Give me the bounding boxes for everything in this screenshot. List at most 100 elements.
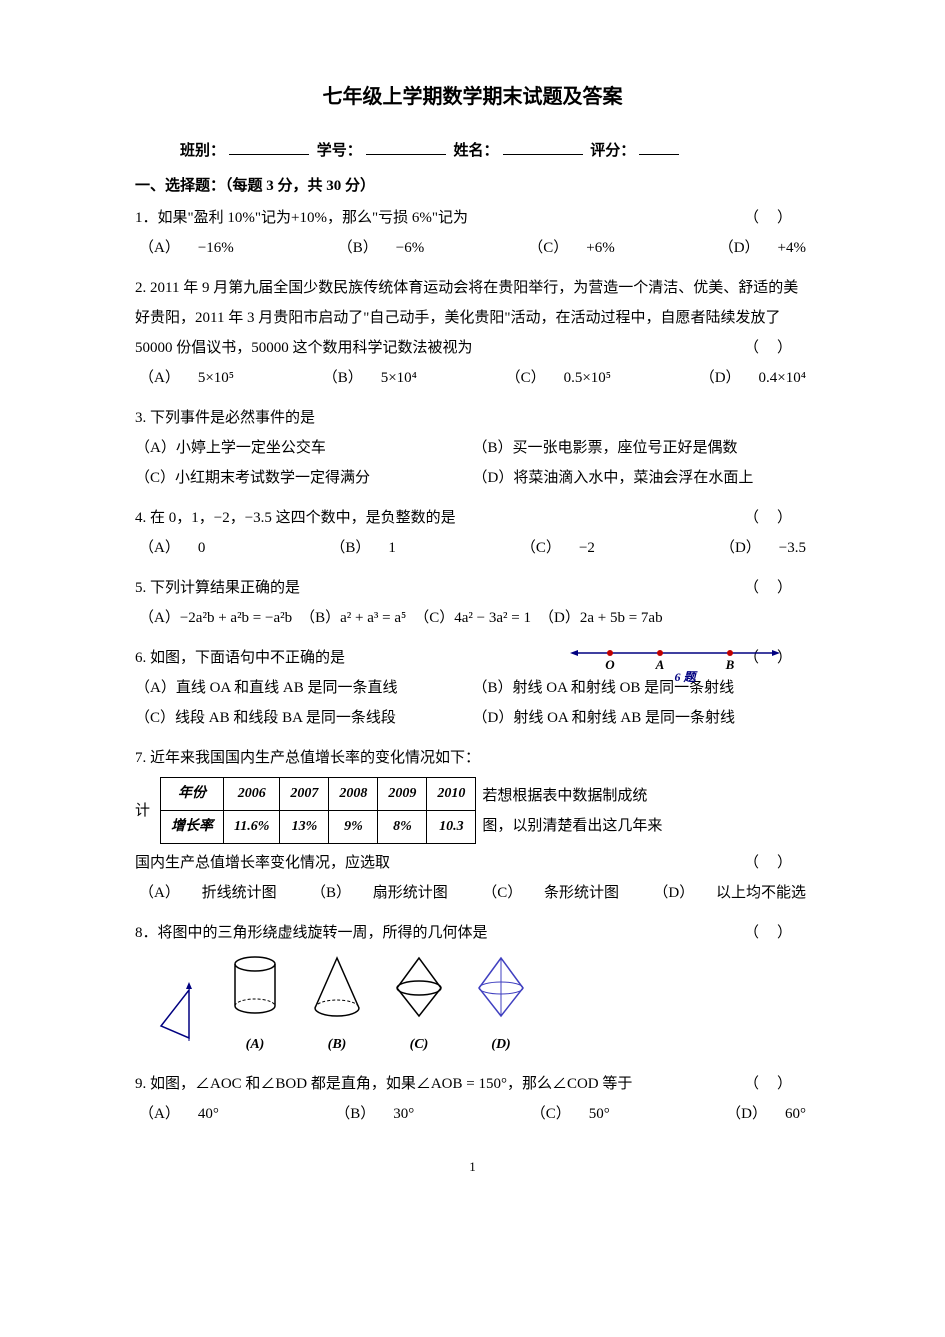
option-C[interactable]: （C） 条形统计图 [482, 878, 619, 908]
options-row: （A）−16% （B）−6% （C）+6% （D）+4% [135, 233, 810, 263]
question-text: 2. 2011 年 9 月第九届全国少数民族传统体育运动会将在贵阳举行，为营造一… [135, 280, 798, 356]
svg-text:A: A [655, 657, 665, 672]
option-B[interactable]: （B）30° [335, 1099, 414, 1129]
question-text: 8．将图中的三角形绕虚线旋转一周，所得的几何体是 [135, 925, 488, 941]
options-row: （A）5×10⁵ （B）5×10⁴ （C）0.5×10⁵ （D）0.4×10⁴ [135, 363, 810, 393]
question-7: 7. 近年来我国国内生产总值增长率的变化情况如下： 计 年份 2006 2007… [135, 743, 810, 908]
section-1-heading: 一、选择题：（每题 3 分，共 30 分） [135, 174, 810, 195]
question-text: 9. 如图，∠AOC 和∠BOD 都是直角，如果∠AOB = 150°，那么∠C… [135, 1076, 632, 1092]
answer-paren[interactable]: （） [744, 573, 810, 603]
options-row: （A） 折线统计图 （B） 扇形统计图 （C） 条形统计图 （D） 以上均不能选 [135, 878, 810, 908]
question-text: 4. 在 0，1，−2，−3.5 这四个数中，是负整数的是 [135, 510, 456, 526]
option-B[interactable]: (B) [309, 954, 365, 1059]
option-D[interactable]: (D) [473, 954, 529, 1059]
option-D[interactable]: （D）60° [726, 1099, 806, 1129]
name-blank[interactable] [503, 139, 583, 155]
class-label: 班别： [180, 143, 225, 159]
options-grid: （A）小婷上学一定坐公交车 （B）买一张电影票，座位号正好是偶数 （C）小红期末… [135, 433, 810, 493]
question-text: 3. 下列事件是必然事件的是 [135, 403, 810, 433]
answer-paren[interactable]: （） [744, 503, 810, 533]
th-2006: 2006 [224, 778, 280, 811]
option-A[interactable]: （A）直线 OA 和直线 AB 是同一条直线 [135, 673, 473, 703]
question-5: （） 5. 下列计算结果正确的是 （A）−2a²b + a²b = −a²b （… [135, 573, 810, 633]
option-B[interactable]: （B）1 [330, 533, 396, 563]
th-year: 年份 [161, 778, 224, 811]
question-6: （） 6. 如图，下面语句中不正确的是 O A B 6 题 （A）直线 OA 和… [135, 643, 810, 733]
option-B[interactable]: （B）买一张电影票，座位号正好是偶数 [473, 433, 811, 463]
question-1: （） 1．如果"盈利 10%"记为+10%，那么"亏损 6%"记为 （A）−16… [135, 203, 810, 263]
option-C[interactable]: （C）小红期末考试数学一定得满分 [135, 463, 473, 493]
option-B[interactable]: （B）−6% [338, 233, 424, 263]
option-C[interactable]: （C）−2 [521, 533, 595, 563]
option-C[interactable]: （C）线段 AB 和线段 BA 是同一条线段 [135, 703, 473, 733]
option-D[interactable]: （D）将菜油滴入水中，菜油会浮在水面上 [473, 463, 811, 493]
td-2006: 11.6% [224, 811, 280, 844]
option-A[interactable]: （A）40° [139, 1099, 219, 1129]
option-A[interactable]: （A）小婷上学一定坐公交车 [135, 433, 473, 463]
table-row: 增长率 11.6% 13% 9% 8% 10.3 [161, 811, 476, 844]
option-A[interactable]: （A）0 [139, 533, 205, 563]
option-A[interactable]: （A） 折线统计图 [139, 878, 277, 908]
question-8: （） 8．将图中的三角形绕虚线旋转一周，所得的几何体是 [135, 918, 810, 1059]
class-blank[interactable] [229, 139, 309, 155]
option-B[interactable]: （B）a² + a³ = a⁵ [300, 603, 406, 633]
th-2008: 2008 [329, 778, 378, 811]
question-text-2: 国内生产总值增长率变化情况，应选取 [135, 855, 390, 871]
gdp-growth-table: 年份 2006 2007 2008 2009 2010 增长率 11.6% 13… [160, 777, 476, 844]
id-label: 学号： [317, 143, 362, 159]
option-A[interactable]: （A）−16% [139, 233, 234, 263]
svg-text:6 题: 6 题 [674, 670, 698, 683]
question-text-1: 7. 近年来我国国内生产总值增长率的变化情况如下： [135, 743, 810, 773]
answer-paren[interactable]: （） [744, 918, 810, 948]
option-C[interactable]: （C）+6% [528, 233, 614, 263]
q7-left-frag: 计 [135, 796, 150, 826]
option-A[interactable]: （A）5×10⁵ [139, 363, 234, 393]
page-title: 七年级上学期数学期末试题及答案 [135, 80, 810, 109]
score-blank[interactable] [639, 139, 679, 155]
option-B[interactable]: （B） 扇形统计图 [311, 878, 448, 908]
question-9: （） 9. 如图，∠AOC 和∠BOD 都是直角，如果∠AOB = 150°，那… [135, 1069, 810, 1129]
svg-text:O: O [605, 657, 615, 672]
option-D[interactable]: （D）−3.5 [720, 533, 806, 563]
option-D[interactable]: （D）0.4×10⁴ [700, 363, 806, 393]
name-label: 姓名： [454, 143, 499, 159]
answer-paren[interactable]: （） [744, 333, 810, 363]
td-2007: 13% [280, 811, 329, 844]
question-4: （） 4. 在 0，1，−2，−3.5 这四个数中，是负整数的是 （A）0 （B… [135, 503, 810, 563]
geometry-options: (A) (B) (C) [155, 954, 810, 1059]
page-number: 1 [135, 1159, 810, 1175]
table-row: 年份 2006 2007 2008 2009 2010 [161, 778, 476, 811]
option-D[interactable]: （D）+4% [719, 233, 806, 263]
th-2010: 2010 [427, 778, 476, 811]
td-2009: 8% [378, 811, 427, 844]
question-3: 3. 下列事件是必然事件的是 （A）小婷上学一定坐公交车 （B）买一张电影票，座… [135, 403, 810, 493]
option-C[interactable]: (C) [391, 954, 447, 1059]
options-row: （A）−2a²b + a²b = −a²b （B）a² + a³ = a⁵ （C… [135, 603, 810, 633]
option-A[interactable]: (A) [227, 954, 283, 1059]
score-label: 评分： [590, 143, 635, 159]
option-C[interactable]: （C）4a² − 3a² = 1 [414, 603, 531, 633]
q7-right-frag-2: 图，以别清楚看出这几年来 [482, 811, 662, 841]
td-2010: 10.3 [427, 811, 476, 844]
question-text: 5. 下列计算结果正确的是 [135, 580, 300, 596]
option-D[interactable]: （D） 以上均不能选 [653, 878, 806, 908]
option-C[interactable]: （C）0.5×10⁵ [506, 363, 611, 393]
th-2007: 2007 [280, 778, 329, 811]
id-blank[interactable] [366, 139, 446, 155]
option-D[interactable]: （D）射线 OA 和射线 AB 是同一条射线 [473, 703, 811, 733]
answer-paren[interactable]: （） [744, 203, 810, 233]
option-D[interactable]: （D）2a + 5b = 7ab [539, 603, 663, 633]
td-2008: 9% [329, 811, 378, 844]
option-A[interactable]: （A）−2a²b + a²b = −a²b [139, 603, 292, 633]
student-info-line: 班别： 学号： 姓名： 评分： [135, 139, 810, 160]
th-2009: 2009 [378, 778, 427, 811]
options-row: （A）40° （B）30° （C）50° （D）60° [135, 1099, 810, 1129]
td-rate-label: 增长率 [161, 811, 224, 844]
line-diagram-oab: O A B 6 题 [570, 643, 780, 683]
question-text: 6. 如图，下面语句中不正确的是 [135, 650, 345, 666]
answer-paren[interactable]: （） [744, 848, 810, 878]
option-B[interactable]: （B）5×10⁴ [323, 363, 417, 393]
option-C[interactable]: （C）50° [531, 1099, 610, 1129]
exam-page: 七年级上学期数学期末试题及答案 班别： 学号： 姓名： 评分： 一、选择题：（每… [0, 0, 945, 1215]
answer-paren[interactable]: （） [744, 1069, 810, 1099]
